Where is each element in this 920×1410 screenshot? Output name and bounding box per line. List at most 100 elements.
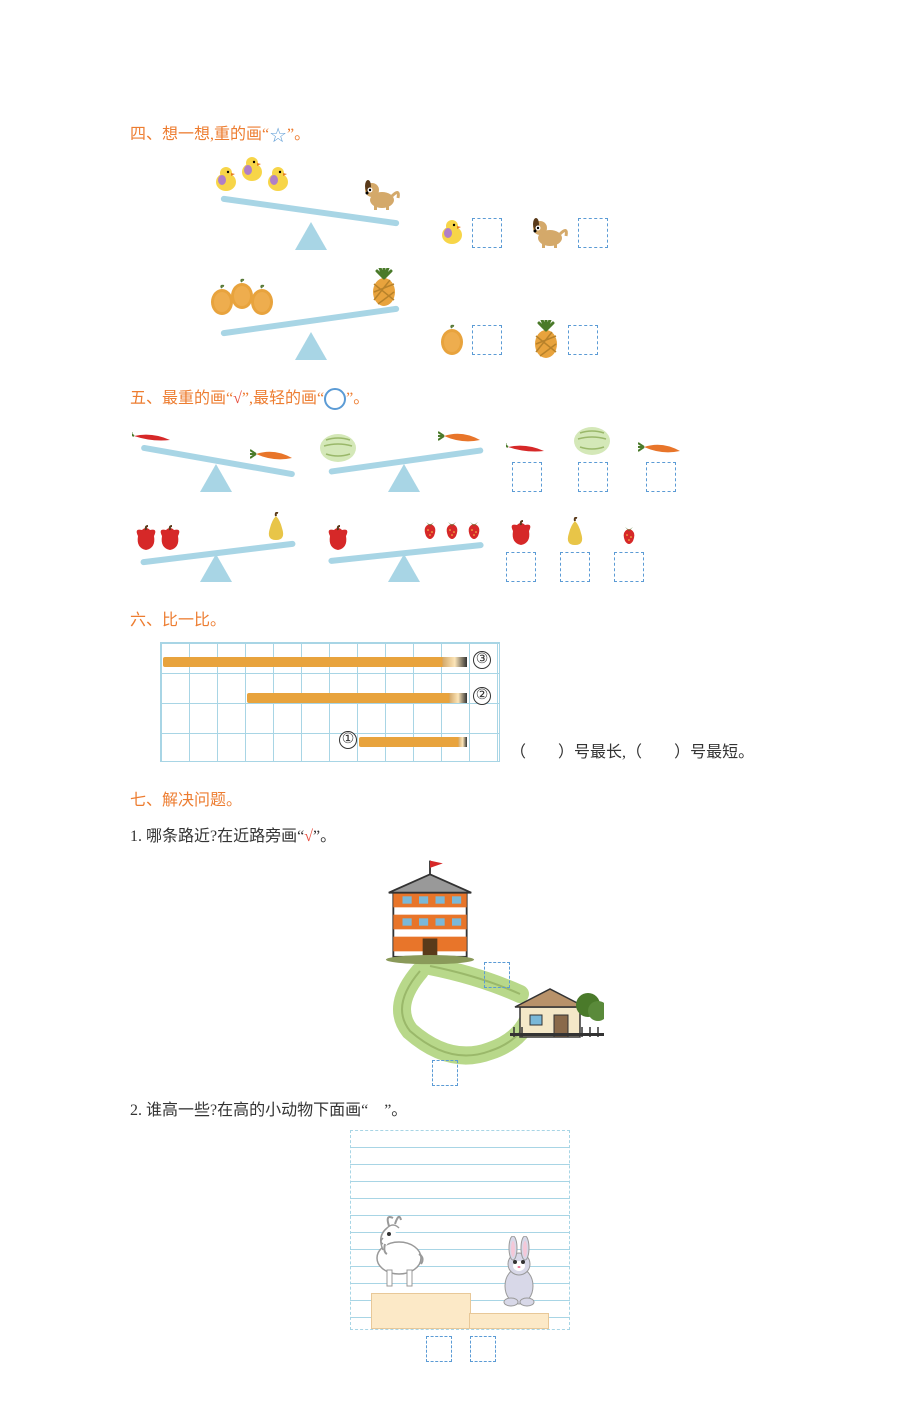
- pencil-2: [247, 693, 467, 703]
- strawberries-on-seesaw: [420, 518, 484, 542]
- q5-row2-answers: [506, 517, 644, 582]
- check-icon: √: [304, 828, 313, 845]
- seesaw-papaya-pineapple: [210, 270, 410, 360]
- answer-box[interactable]: [560, 552, 590, 582]
- q5-title-1: 五、最重的画“: [130, 390, 233, 407]
- chick-icon: [214, 166, 238, 192]
- carrot-icon: [438, 426, 484, 446]
- seesaw-pivot: [295, 332, 327, 360]
- pineapple-icon: [370, 268, 400, 308]
- text-mid: ）号最长,（: [558, 744, 642, 761]
- strawberry-icon: [619, 523, 639, 547]
- chili-icon: [132, 430, 174, 446]
- cabbage-icon: [318, 432, 360, 464]
- q4-title-post: ”。: [287, 126, 310, 143]
- answer-pineapple: [532, 320, 598, 360]
- pencil-label-1: ①: [339, 731, 357, 749]
- house-icon: [510, 977, 604, 1041]
- seesaw-pivot: [295, 222, 327, 250]
- papaya-icon: [250, 284, 276, 316]
- q5-title-2: ”,最轻的画“: [242, 390, 324, 407]
- text-post: ）号最短。: [674, 744, 754, 761]
- chick-icon: [266, 166, 290, 192]
- chicks-group: [214, 166, 290, 192]
- height-scene: [350, 1130, 570, 1330]
- pencil-label-2: ②: [473, 687, 491, 705]
- answer-dog: [532, 216, 608, 250]
- q5-row1-answers: [506, 425, 684, 492]
- house-building: [510, 977, 600, 1046]
- check-icon: √: [233, 390, 242, 407]
- pear-on-seesaw: [262, 512, 290, 542]
- q4-row1: [210, 160, 790, 250]
- pencil-label-3: ③: [473, 651, 491, 669]
- answer-apple: [506, 519, 536, 582]
- answer-box[interactable]: [578, 462, 608, 492]
- seesaw-pivot: [388, 464, 420, 492]
- chili-icon: [506, 441, 548, 457]
- carrot-on-seesaw: [250, 444, 296, 464]
- height-answer-box-1[interactable]: [426, 1336, 452, 1362]
- seesaw-cabbage-carrot: [318, 422, 488, 492]
- answer-chili: [506, 441, 548, 492]
- answer-box[interactable]: [472, 325, 502, 355]
- q6-fill-text: （ ）号最长,（ ）号最短。: [510, 738, 754, 762]
- dog-icon: [364, 178, 404, 212]
- goat-figure: [369, 1208, 429, 1293]
- question-6: 六、比一比。 ③ ② ① （ ）号最长,（ ）号最短。: [130, 606, 790, 762]
- seesaw-chicks-dog: [210, 160, 410, 250]
- dog-on-seesaw: [364, 178, 404, 212]
- q5-title: 五、最重的画“√”,最轻的画“ ”。: [130, 384, 790, 410]
- answer-carrot: [638, 437, 684, 492]
- answer-papaya: [440, 324, 502, 356]
- apple-icon: [324, 524, 352, 552]
- dog-icon: [532, 216, 572, 250]
- strawberry-icon: [442, 518, 462, 542]
- answer-box[interactable]: [506, 552, 536, 582]
- answer-strawberry: [614, 523, 644, 582]
- cabbage-on-seesaw: [318, 432, 360, 464]
- answer-box[interactable]: [472, 218, 502, 248]
- carrot-on-seesaw: [438, 426, 484, 446]
- paren-open: （: [510, 744, 526, 761]
- podium-left: [371, 1293, 471, 1329]
- question-7: 七、解决问题。 1. 哪条路近?在近路旁画“√”。 2. 谁高一些?在高的小动物…: [130, 786, 790, 1330]
- q6-title: 六、比一比。: [130, 606, 790, 630]
- carrot-icon: [638, 437, 684, 457]
- apples-on-seesaw: [132, 524, 184, 552]
- q4-row1-answers: [440, 216, 608, 250]
- q7-sub1: 1. 哪条路近?在近路旁画“√”。: [130, 822, 790, 1086]
- q6-content: ③ ② ① （ ）号最长,（ ）号最短。: [130, 642, 790, 762]
- chick-icon: [440, 219, 466, 247]
- chick-icon: [240, 156, 264, 182]
- q4-row2: [210, 270, 790, 360]
- seesaw-apple-strawberries: [318, 512, 488, 582]
- chili-on-seesaw: [132, 430, 174, 446]
- q5-title-3: ”。: [346, 390, 369, 407]
- goat-icon: [369, 1208, 429, 1288]
- answer-box[interactable]: [646, 462, 676, 492]
- cabbage-icon: [572, 425, 614, 457]
- height-answer-box-2[interactable]: [470, 1336, 496, 1362]
- path-scene: [320, 856, 600, 1086]
- answer-box[interactable]: [568, 325, 598, 355]
- answer-box[interactable]: [512, 462, 542, 492]
- school-building: [380, 856, 480, 971]
- path-answer-box-2[interactable]: [432, 1060, 458, 1086]
- path-answer-box-1[interactable]: [484, 962, 510, 988]
- q4-title: 四、想一想,重的画“☆”。: [130, 120, 790, 148]
- q7-1-text-pre: 1. 哪条路近?在近路旁画“: [130, 828, 304, 845]
- blank[interactable]: [642, 744, 674, 761]
- answer-box[interactable]: [578, 218, 608, 248]
- answer-box[interactable]: [614, 552, 644, 582]
- q5-row2: [130, 512, 790, 582]
- pencil-grid: ③ ② ①: [160, 642, 500, 762]
- answer-chick: [440, 218, 502, 248]
- pear-icon: [262, 512, 290, 542]
- rabbit-icon: [497, 1236, 543, 1308]
- question-4: 四、想一想,重的画“☆”。: [130, 120, 790, 360]
- answer-cabbage: [572, 425, 614, 492]
- seesaw-pivot: [200, 554, 232, 582]
- papayas-group: [210, 284, 276, 316]
- blank[interactable]: [526, 744, 558, 761]
